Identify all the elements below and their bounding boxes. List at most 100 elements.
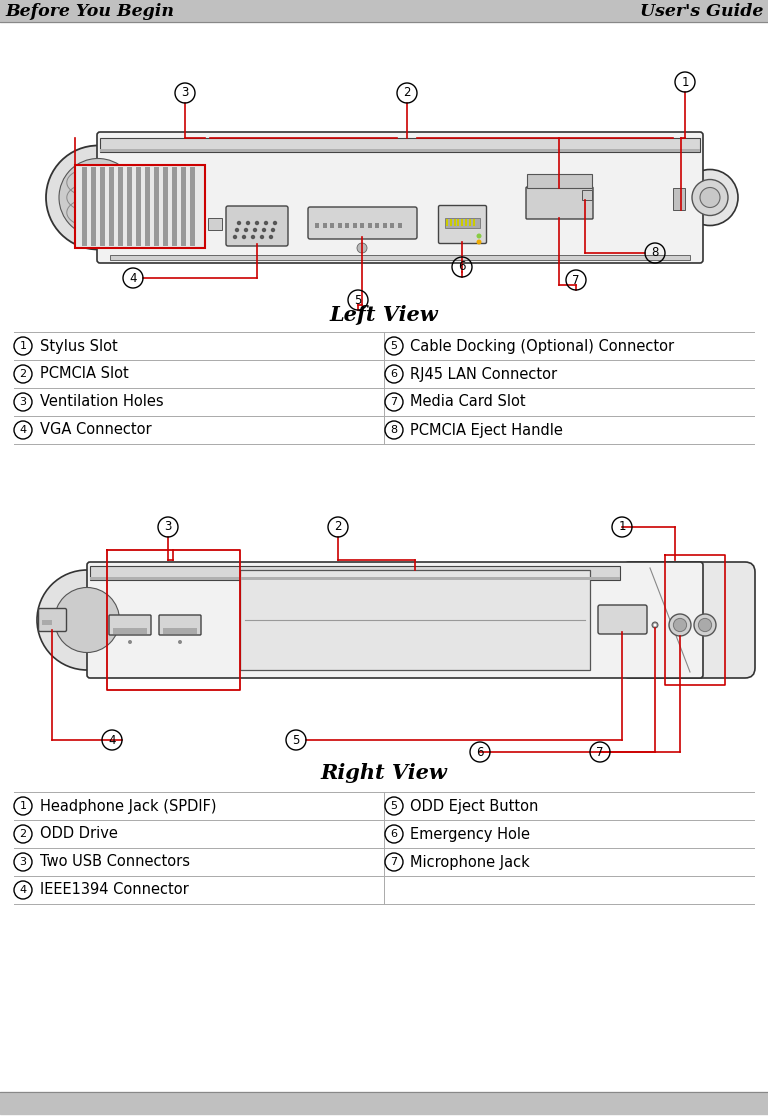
Bar	[42, 620, 52, 626]
Text: 4: 4	[129, 271, 137, 285]
Bar	[100, 168, 105, 246]
Bar	[315, 223, 319, 228]
Bar	[91, 168, 96, 246]
Bar	[240, 570, 590, 670]
Bar	[109, 168, 114, 246]
Text: 5: 5	[390, 801, 398, 811]
Bar	[90, 577, 620, 580]
Text: 8: 8	[390, 424, 398, 435]
Text: 3: 3	[181, 86, 189, 99]
Circle shape	[357, 244, 367, 252]
FancyBboxPatch shape	[109, 615, 151, 634]
Circle shape	[235, 228, 239, 232]
Circle shape	[242, 235, 247, 239]
Bar	[127, 168, 132, 246]
Bar	[208, 218, 222, 230]
Circle shape	[260, 235, 264, 239]
Bar	[118, 168, 123, 246]
Text: User's Guide: User's Guide	[640, 2, 763, 19]
Text: Microphone Jack: Microphone Jack	[410, 855, 530, 869]
Bar	[110, 255, 690, 260]
Bar	[450, 219, 452, 226]
Text: RJ45 LAN Connector: RJ45 LAN Connector	[410, 366, 557, 382]
Circle shape	[269, 235, 273, 239]
Bar	[82, 168, 87, 246]
Bar	[382, 223, 386, 228]
Text: Media Card Slot: Media Card Slot	[410, 394, 525, 410]
Bar	[527, 174, 592, 188]
Circle shape	[255, 221, 259, 226]
Bar	[582, 190, 592, 200]
Bar	[113, 628, 147, 634]
Bar	[145, 168, 150, 246]
Text: 5: 5	[293, 734, 300, 746]
Bar	[353, 223, 356, 228]
FancyBboxPatch shape	[439, 206, 486, 244]
FancyBboxPatch shape	[226, 206, 288, 246]
FancyBboxPatch shape	[159, 615, 201, 634]
Circle shape	[74, 174, 121, 221]
Text: 6: 6	[390, 369, 398, 379]
Bar	[190, 168, 195, 246]
Text: 8: 8	[651, 247, 659, 259]
Text: 1: 1	[618, 521, 626, 534]
Text: 2: 2	[19, 829, 27, 839]
Text: Before You Begin: Before You Begin	[5, 2, 174, 19]
FancyBboxPatch shape	[526, 187, 593, 219]
Text: Headphone Jack (SPDIF): Headphone Jack (SPDIF)	[40, 799, 217, 813]
Circle shape	[694, 614, 716, 636]
Text: 5: 5	[354, 294, 362, 306]
Bar	[90, 566, 620, 580]
Text: VGA Connector: VGA Connector	[40, 422, 151, 438]
Circle shape	[654, 623, 657, 627]
Bar	[136, 168, 141, 246]
Bar	[458, 219, 459, 226]
Circle shape	[698, 619, 712, 631]
Text: PCMCIA Eject Handle: PCMCIA Eject Handle	[410, 422, 563, 438]
Circle shape	[700, 188, 720, 208]
Text: 1: 1	[19, 801, 27, 811]
Bar	[154, 168, 159, 246]
Bar	[375, 223, 379, 228]
Bar	[337, 223, 342, 228]
Circle shape	[476, 233, 482, 239]
Bar	[454, 219, 455, 226]
Text: 1: 1	[19, 341, 27, 351]
FancyBboxPatch shape	[620, 562, 755, 678]
Circle shape	[271, 228, 275, 232]
Circle shape	[37, 570, 137, 670]
Circle shape	[476, 239, 482, 245]
Circle shape	[652, 622, 658, 628]
Text: 6: 6	[476, 745, 484, 758]
Circle shape	[246, 221, 250, 226]
Text: 3: 3	[164, 521, 172, 534]
Text: Stylus Slot: Stylus Slot	[40, 338, 118, 353]
Circle shape	[682, 170, 738, 226]
Bar	[100, 139, 700, 152]
Text: 2: 2	[334, 521, 342, 534]
FancyBboxPatch shape	[598, 605, 647, 634]
FancyBboxPatch shape	[87, 562, 703, 678]
Circle shape	[253, 228, 257, 232]
Circle shape	[669, 614, 691, 636]
Bar	[323, 223, 326, 228]
Bar	[163, 628, 197, 634]
Circle shape	[128, 640, 132, 645]
Bar	[75, 165, 205, 248]
Bar	[465, 219, 467, 226]
Text: 1: 1	[681, 76, 689, 88]
Bar	[398, 223, 402, 228]
Bar	[468, 219, 471, 226]
Text: Two USB Connectors: Two USB Connectors	[40, 855, 190, 869]
Text: 2: 2	[19, 369, 27, 379]
Text: 4: 4	[19, 885, 27, 895]
Text: 3: 3	[19, 397, 27, 407]
Bar	[446, 219, 448, 226]
Circle shape	[674, 619, 687, 631]
Text: 7: 7	[596, 745, 604, 758]
Text: ODD Drive: ODD Drive	[40, 827, 118, 841]
Bar	[172, 168, 177, 246]
Text: 4: 4	[108, 734, 116, 746]
Circle shape	[178, 640, 182, 645]
Bar	[445, 218, 480, 228]
